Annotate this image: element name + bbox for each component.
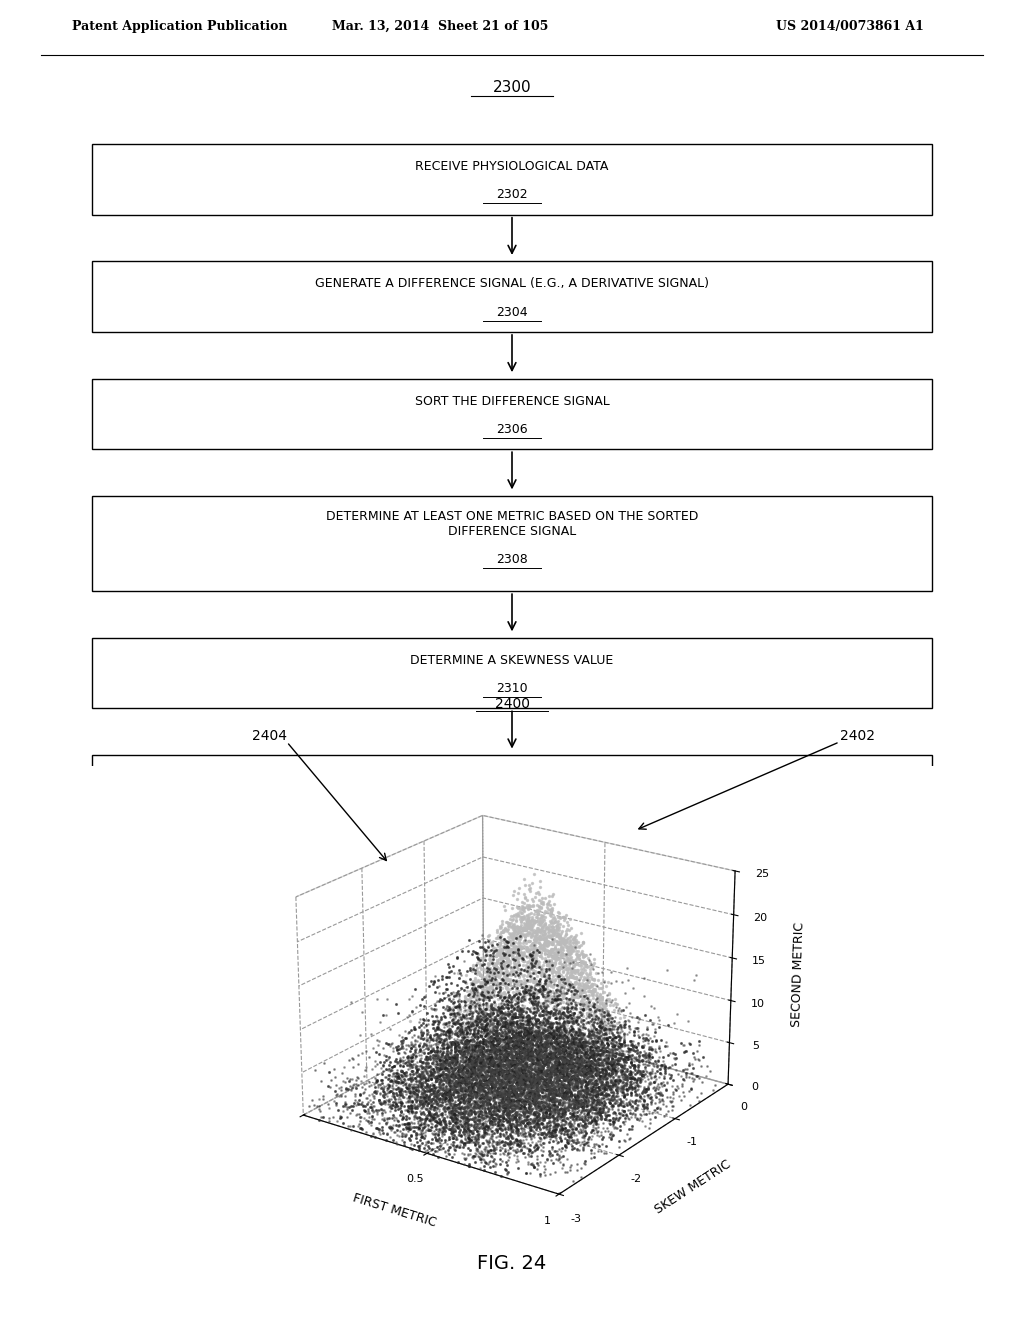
Text: RECEIVE PHYSIOLOGICAL DATA: RECEIVE PHYSIOLOGICAL DATA: [416, 160, 608, 173]
Text: 2400: 2400: [495, 697, 529, 711]
Text: GENERATE A DIFFERENCE SIGNAL (E.G., A DERIVATIVE SIGNAL): GENERATE A DIFFERENCE SIGNAL (E.G., A DE…: [315, 277, 709, 290]
Text: FIG. 24: FIG. 24: [477, 1254, 547, 1272]
X-axis label: FIRST METRIC: FIRST METRIC: [351, 1192, 437, 1229]
Text: 2308: 2308: [496, 553, 528, 565]
Text: DETERMINE AT LEAST ONE METRIC BASED ON THE SORTED
DIFFERENCE SIGNAL: DETERMINE AT LEAST ONE METRIC BASED ON T…: [326, 510, 698, 537]
Bar: [92, 144, 932, 215]
Text: 2306: 2306: [497, 422, 527, 436]
Text: 2304: 2304: [497, 306, 527, 318]
Text: DETERMINE A SKEWNESS VALUE: DETERMINE A SKEWNESS VALUE: [411, 653, 613, 667]
Bar: [92, 638, 932, 709]
Text: 2404: 2404: [252, 729, 287, 743]
Text: 2300: 2300: [493, 79, 531, 95]
Text: DETERMINE AN ALGORITHM SETTING BASED ON THE AT LEAST ONE
METRIC AND BASED ON THE: DETERMINE AN ALGORITHM SETTING BASED ON …: [299, 772, 725, 800]
Text: Patent Application Publication: Patent Application Publication: [72, 20, 287, 33]
Bar: [92, 261, 932, 333]
Text: 2302: 2302: [497, 189, 527, 202]
Bar: [92, 496, 932, 591]
Bar: [92, 379, 932, 449]
Text: SORT THE DIFFERENCE SIGNAL: SORT THE DIFFERENCE SIGNAL: [415, 395, 609, 408]
Text: US 2014/0073861 A1: US 2014/0073861 A1: [776, 20, 924, 33]
Text: 2310: 2310: [497, 682, 527, 696]
Y-axis label: SKEW METRIC: SKEW METRIC: [652, 1158, 733, 1216]
Text: 2402: 2402: [840, 729, 874, 743]
Text: FIG. 23: FIG. 23: [477, 883, 547, 902]
Text: 2312: 2312: [497, 816, 527, 828]
Text: Mar. 13, 2014  Sheet 21 of 105: Mar. 13, 2014 Sheet 21 of 105: [332, 20, 549, 33]
Bar: [92, 755, 932, 858]
